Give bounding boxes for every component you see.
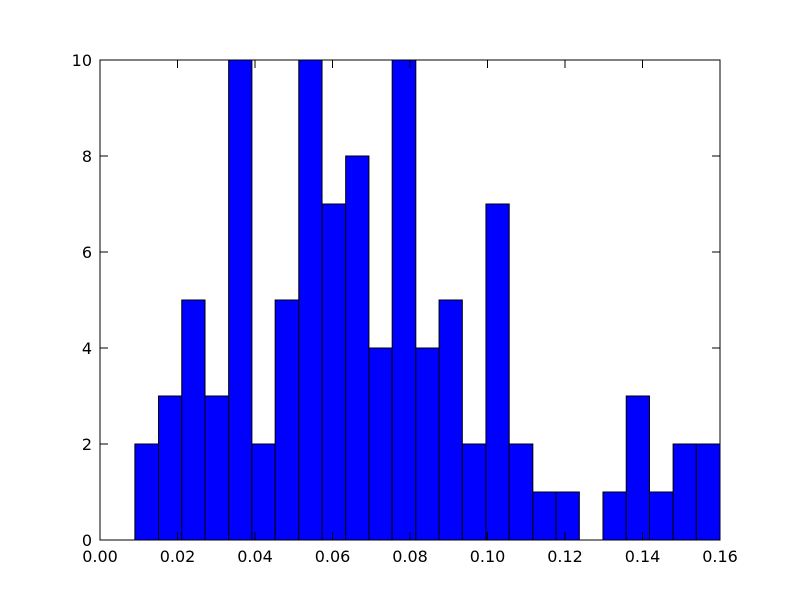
bar bbox=[532, 491, 557, 541]
y-tick-label: 0 bbox=[82, 531, 92, 550]
bar bbox=[298, 59, 323, 541]
x-tick-label: 0.12 bbox=[547, 547, 583, 566]
bar bbox=[391, 59, 417, 541]
x-tick-label: 0.10 bbox=[470, 547, 506, 566]
y-tick-label: 8 bbox=[82, 147, 92, 166]
bar bbox=[625, 395, 650, 541]
bar bbox=[204, 395, 230, 541]
y-tick-label: 10 bbox=[72, 51, 92, 70]
x-tick-label: 0.14 bbox=[625, 547, 661, 566]
bar bbox=[602, 491, 627, 541]
bar bbox=[251, 443, 276, 541]
bar bbox=[228, 59, 253, 541]
x-tick-label: 0.06 bbox=[315, 547, 351, 566]
bar bbox=[695, 443, 721, 541]
x-tick-label: 0.16 bbox=[702, 547, 738, 566]
bar bbox=[274, 299, 300, 541]
x-tick-label: 0.02 bbox=[160, 547, 196, 566]
bar bbox=[158, 395, 183, 541]
bar bbox=[508, 443, 534, 541]
x-tick-label: 0.08 bbox=[392, 547, 428, 566]
bar bbox=[672, 443, 697, 541]
y-tick-label: 2 bbox=[82, 435, 92, 454]
bar bbox=[438, 299, 463, 541]
bar bbox=[555, 491, 580, 541]
x-tick-label: 0.04 bbox=[237, 547, 273, 566]
bar bbox=[415, 347, 440, 541]
x-tick-label: 0.00 bbox=[82, 547, 118, 566]
bar bbox=[321, 203, 347, 541]
bar bbox=[461, 443, 487, 541]
y-tick-label: 6 bbox=[82, 243, 92, 262]
bar bbox=[134, 443, 160, 541]
bar bbox=[345, 155, 370, 541]
bar bbox=[181, 299, 206, 541]
y-tick-label: 4 bbox=[82, 339, 92, 358]
bar bbox=[648, 491, 674, 541]
bar bbox=[485, 203, 510, 541]
bar bbox=[368, 347, 393, 541]
